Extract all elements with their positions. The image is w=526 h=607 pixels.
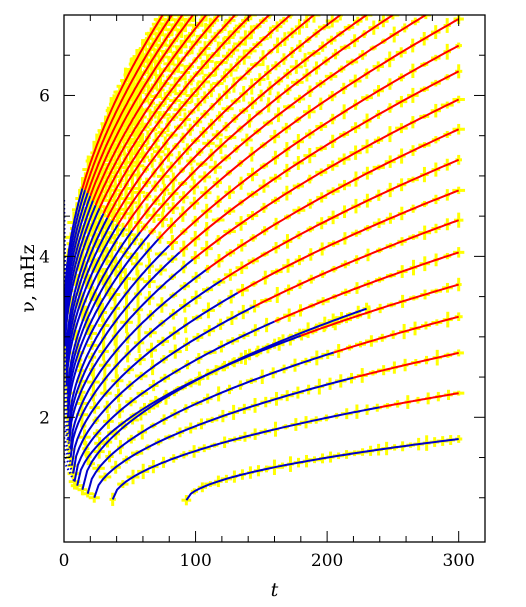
fit-curve-blue (93, 376, 354, 499)
fit-curve-red (157, 18, 460, 240)
fit-curve-red (254, 219, 460, 307)
fit-curve-blue (66, 229, 134, 394)
fit-curve-blue (66, 231, 142, 402)
error-bar (360, 15, 373, 21)
fit-curve-red (333, 315, 459, 354)
fit-curve-blue (65, 220, 114, 370)
fit-curve-red (98, 15, 236, 209)
fit-curve-red (237, 189, 460, 294)
fit-curve-red (148, 15, 427, 236)
x-tick-label: 200 (311, 551, 343, 571)
fit-curve-red (84, 15, 173, 191)
fit-curve-red (205, 128, 460, 271)
fit-curve-red (123, 15, 341, 229)
fit-curve-blue (65, 213, 105, 353)
fit-curve-red (221, 158, 460, 282)
fit-curve-blue (64, 204, 97, 337)
x-tick-label: 100 (179, 551, 211, 571)
x-axis-label: t (271, 579, 279, 601)
fit-curve-blue (64, 207, 101, 345)
fit-curve-red (86, 15, 184, 194)
fit-curve-red (379, 392, 459, 409)
dotted-fit-segment (64, 417, 71, 442)
fit-curve-blue (65, 217, 109, 362)
error-bar (159, 15, 166, 18)
error-bar (452, 123, 465, 135)
x-tick-label: 300 (442, 551, 474, 571)
fit-curve-red (353, 351, 459, 379)
fit-curve-red (89, 15, 194, 197)
error-bar (337, 15, 344, 21)
y-tick-label: 4 (39, 247, 50, 267)
x-tick-label: 0 (59, 551, 70, 571)
fit-curve-blue (70, 292, 239, 466)
fit-curve-blue (66, 238, 160, 418)
fit-curve-red (192, 98, 460, 261)
error-bar (214, 15, 224, 18)
y-tick-label: 2 (39, 408, 50, 428)
error-bar (176, 15, 189, 21)
fit-curve-blue (69, 269, 207, 450)
fit-curve-red (91, 15, 207, 201)
error-bar (455, 42, 462, 49)
fit-curve-red (131, 15, 368, 231)
y-tick-label: 6 (39, 86, 50, 106)
error-bar (453, 247, 465, 258)
fit-curve-blue (65, 224, 119, 378)
error-bar (287, 15, 294, 19)
fit-curve-red (168, 44, 460, 247)
fit-curve-red (106, 15, 270, 219)
y-axis-label: ν, mHz (17, 244, 39, 312)
fit-curve-red (139, 15, 394, 233)
fit-curve-blue (86, 351, 335, 494)
fit-curve-red (300, 283, 459, 337)
error-bar (307, 15, 321, 23)
dotted-fit-segment (64, 405, 71, 434)
error-bar (420, 15, 431, 20)
error-bar (386, 15, 400, 20)
error-bar (231, 15, 239, 18)
fit-curve-blue (185, 438, 459, 501)
fit-curve-blue (68, 244, 170, 426)
fit-curve-blue (66, 233, 151, 410)
fit-curve-red (81, 15, 164, 189)
error-bar (244, 15, 257, 21)
fit-curve-blue (68, 251, 181, 434)
fit-curve-blue (111, 406, 380, 500)
fit-curve-blue (68, 258, 194, 442)
fit-curve-red (111, 15, 291, 222)
fit-curve-blue (72, 305, 256, 474)
fit-curve-red (179, 70, 460, 254)
error-bar (88, 492, 100, 503)
fit-curve-blue (73, 320, 275, 482)
fit-curve-red (102, 15, 252, 214)
error-bar (266, 15, 273, 19)
dotted-fit-segment (64, 356, 70, 402)
fit-curve-blue (76, 334, 302, 486)
fit-curve-blue (69, 279, 223, 458)
fit-curve-blue (64, 200, 94, 329)
fit-curve-blue (65, 227, 126, 386)
fit-curve-blue (64, 192, 89, 313)
fit-curve-blue (64, 195, 92, 321)
fit-curve-blue (64, 189, 86, 305)
fit-curve-red (274, 251, 460, 323)
error-bar (187, 15, 198, 22)
error-bar (202, 15, 210, 22)
fit-curve-red (117, 15, 315, 226)
fit-curve-red (94, 15, 220, 206)
axis-ticks-layer: 0 100 200 300 2 4 6 (39, 14, 486, 571)
fit-curves-layer (64, 15, 460, 501)
